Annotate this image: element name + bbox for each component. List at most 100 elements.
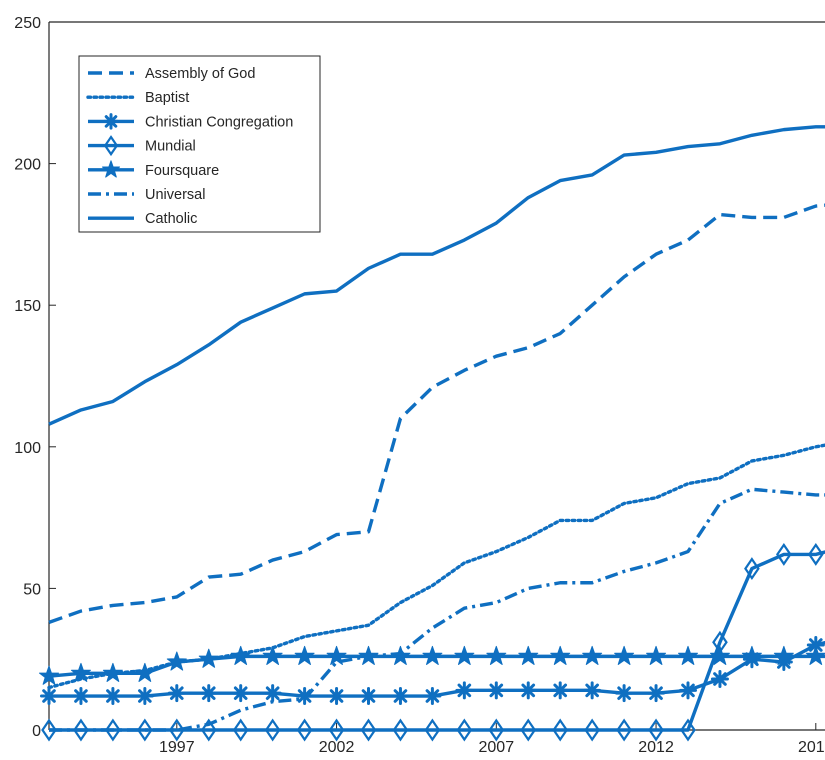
data-point-diamond bbox=[41, 718, 57, 742]
data-point-star bbox=[677, 645, 699, 665]
data-point-asterisk bbox=[359, 687, 378, 706]
legend-label: Baptist bbox=[145, 90, 189, 106]
data-point-diamond bbox=[232, 718, 249, 742]
series-assembly-of-god bbox=[48, 203, 825, 624]
data-point-star bbox=[134, 662, 155, 682]
data-point-star bbox=[166, 651, 187, 671]
data-point-asterisk bbox=[391, 687, 410, 706]
data-point-diamond bbox=[807, 542, 824, 566]
series-line bbox=[48, 125, 825, 426]
series-universal bbox=[49, 487, 825, 732]
data-point-diamond bbox=[680, 718, 696, 742]
data-point-star bbox=[454, 645, 475, 665]
data-point-asterisk bbox=[455, 681, 474, 700]
legend-item: Baptist bbox=[86, 90, 189, 106]
legend-label: Christian Congregation bbox=[145, 114, 293, 130]
legend-item: Foursquare bbox=[88, 160, 219, 179]
data-point-star bbox=[198, 648, 219, 668]
legend-item: Catholic bbox=[88, 211, 197, 227]
series-line bbox=[48, 203, 825, 624]
series-baptist bbox=[47, 443, 825, 690]
data-point-asterisk bbox=[615, 684, 634, 703]
data-point-asterisk bbox=[263, 684, 282, 703]
data-point-star bbox=[70, 662, 91, 682]
data-point-star bbox=[709, 645, 730, 665]
data-point-diamond bbox=[200, 718, 217, 742]
legend-item: Universal bbox=[88, 187, 205, 203]
legend-label: Universal bbox=[145, 187, 205, 203]
data-point-diamond bbox=[744, 557, 760, 581]
data-point-star bbox=[422, 645, 443, 665]
series-line bbox=[49, 487, 825, 732]
data-point-asterisk bbox=[135, 687, 154, 706]
legend-item: Christian Congregation bbox=[88, 113, 293, 130]
data-point-diamond bbox=[73, 718, 89, 742]
data-point-asterisk bbox=[167, 684, 186, 703]
data-point-diamond bbox=[360, 718, 377, 742]
plot-area bbox=[38, 125, 825, 742]
series-catholic bbox=[48, 125, 825, 426]
data-point-asterisk bbox=[40, 687, 58, 706]
data-point-diamond bbox=[520, 718, 537, 742]
data-point-star bbox=[582, 645, 603, 665]
data-point-diamond bbox=[328, 718, 345, 742]
data-point-asterisk bbox=[199, 684, 218, 703]
data-point-asterisk bbox=[103, 687, 122, 706]
data-point-asterisk bbox=[71, 687, 90, 706]
data-point-star bbox=[741, 645, 762, 665]
data-point-asterisk bbox=[423, 687, 442, 706]
data-point-diamond bbox=[648, 718, 664, 742]
data-point-asterisk bbox=[647, 684, 666, 703]
legend-item: Assembly of God bbox=[88, 66, 255, 82]
series-mundial bbox=[41, 542, 825, 742]
data-point-diamond bbox=[552, 718, 569, 742]
data-point-star bbox=[518, 645, 539, 665]
data-point-asterisk bbox=[710, 670, 729, 689]
data-point-star bbox=[101, 160, 121, 178]
y-tick-label: 100 bbox=[14, 440, 41, 457]
data-point-diamond bbox=[105, 718, 121, 742]
data-point-diamond bbox=[488, 718, 505, 742]
legend-label: Mundial bbox=[145, 139, 196, 155]
data-point-star bbox=[550, 645, 571, 665]
y-tick-label: 250 bbox=[14, 15, 41, 32]
data-point-star bbox=[805, 645, 825, 665]
data-point-diamond bbox=[103, 135, 119, 157]
x-tick-label: 2012 bbox=[638, 739, 674, 756]
data-point-star bbox=[773, 645, 794, 665]
data-point-asterisk bbox=[487, 681, 506, 700]
data-point-star bbox=[262, 645, 283, 665]
data-point-diamond bbox=[424, 718, 441, 742]
data-point-star bbox=[38, 665, 60, 685]
legend-label: Assembly of God bbox=[145, 66, 255, 82]
data-point-diamond bbox=[456, 718, 473, 742]
data-point-asterisk bbox=[551, 681, 570, 700]
data-point-asterisk bbox=[102, 113, 120, 130]
data-point-diamond bbox=[264, 718, 281, 742]
data-point-star bbox=[230, 645, 251, 665]
data-point-asterisk bbox=[327, 687, 346, 706]
data-point-asterisk bbox=[519, 681, 538, 700]
x-tick-label: 2017 bbox=[798, 739, 825, 756]
y-tick-label: 200 bbox=[14, 157, 41, 174]
data-point-diamond bbox=[616, 718, 632, 742]
data-point-star bbox=[646, 645, 667, 665]
data-point-asterisk bbox=[231, 684, 250, 703]
data-point-asterisk bbox=[679, 681, 697, 700]
data-point-diamond bbox=[296, 718, 313, 742]
data-point-star bbox=[102, 662, 123, 682]
data-point-star bbox=[326, 645, 347, 665]
data-point-diamond bbox=[392, 718, 409, 742]
x-tick-label: 1997 bbox=[159, 739, 195, 756]
data-point-star bbox=[486, 645, 507, 665]
y-tick-label: 0 bbox=[32, 723, 41, 740]
series-line bbox=[47, 443, 825, 690]
data-point-diamond bbox=[137, 718, 153, 742]
legend-item: Mundial bbox=[88, 135, 196, 157]
data-point-asterisk bbox=[583, 681, 602, 700]
legend: Assembly of God Baptist Christian Congrega… bbox=[78, 55, 321, 233]
legend-label: Catholic bbox=[145, 211, 197, 227]
data-point-diamond bbox=[584, 718, 600, 742]
legend-label: Foursquare bbox=[145, 163, 219, 179]
